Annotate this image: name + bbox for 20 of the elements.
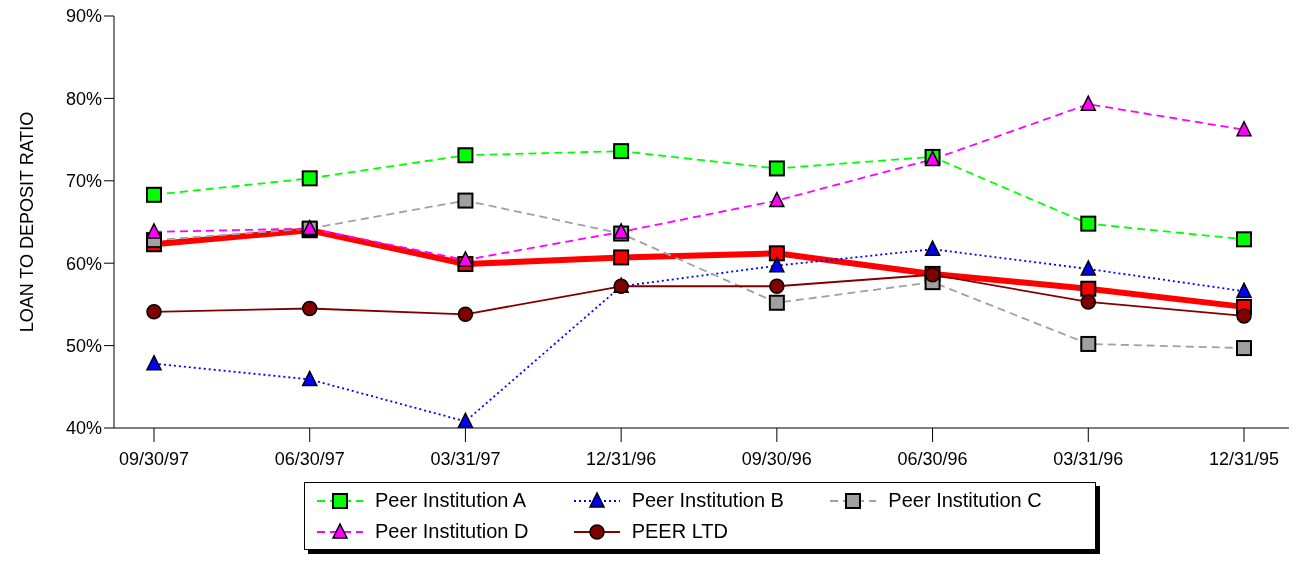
legend-label: Peer Institution B [631, 489, 784, 512]
x-tick-label: 06/30/96 [897, 448, 968, 469]
y-tick-label: 50% [65, 335, 102, 356]
x-tick-label: 09/30/96 [741, 448, 812, 469]
y-tick-label: 90% [65, 6, 102, 27]
legend-label: Peer Institution C [888, 489, 1042, 512]
y-axis-title: LOAN TO DEPOSIT RATIO [17, 111, 38, 333]
legend-label: Peer Institution D [375, 520, 529, 543]
x-tick-label: 03/31/96 [1053, 448, 1124, 469]
legend-label: PEER LTD [631, 520, 728, 543]
y-tick-label: 70% [65, 171, 102, 192]
y-tick-label: 40% [65, 418, 102, 439]
x-tick-label: 12/31/96 [586, 448, 657, 469]
x-tick-label: 06/30/97 [274, 448, 345, 469]
x-tick-label: 09/30/97 [118, 448, 190, 469]
y-tick-label: 60% [65, 253, 102, 274]
x-tick-label: 03/31/97 [430, 448, 501, 469]
x-tick-label: 12/31/95 [1208, 448, 1280, 469]
y-tick-label: 80% [65, 88, 102, 109]
legend-label: Peer Institution A [375, 489, 527, 512]
